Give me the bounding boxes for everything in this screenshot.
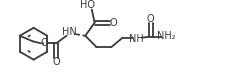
Text: HO: HO	[79, 0, 94, 10]
Text: NH₂: NH₂	[157, 31, 175, 41]
Text: NH: NH	[129, 34, 143, 44]
Text: O: O	[146, 14, 154, 24]
Text: O: O	[109, 18, 117, 28]
Text: HN: HN	[62, 27, 76, 37]
Text: O: O	[40, 38, 48, 48]
Text: O: O	[52, 57, 60, 67]
